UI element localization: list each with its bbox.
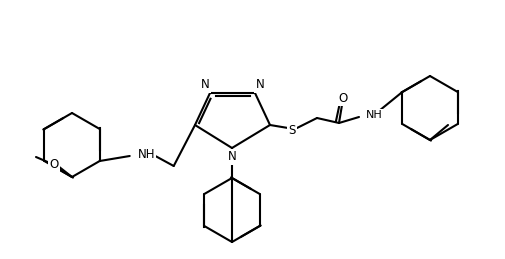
Text: O: O bbox=[49, 157, 59, 170]
Text: NH: NH bbox=[137, 147, 155, 161]
Text: N: N bbox=[255, 78, 264, 91]
Text: NH: NH bbox=[365, 110, 382, 120]
Text: S: S bbox=[288, 124, 295, 136]
Text: N: N bbox=[200, 78, 209, 91]
Text: N: N bbox=[227, 150, 236, 163]
Text: O: O bbox=[338, 91, 347, 104]
